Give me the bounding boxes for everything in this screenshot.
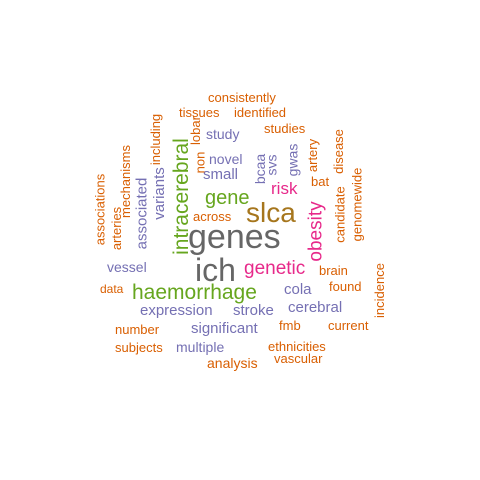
- word-cola: cola: [284, 281, 312, 298]
- word-non: non: [192, 151, 208, 174]
- word-vessel: vessel: [107, 259, 147, 275]
- word-incidence: incidence: [371, 263, 387, 318]
- word-novel: novel: [209, 151, 243, 167]
- word-genomewide: genomewide: [349, 167, 365, 242]
- word-disease: disease: [330, 129, 346, 174]
- word-subjects: subjects: [115, 340, 163, 355]
- word-brain: brain: [319, 263, 348, 278]
- word-fmb: fmb: [279, 318, 301, 333]
- word-vascular: vascular: [274, 351, 323, 366]
- word-current: current: [328, 318, 369, 333]
- word-study: study: [206, 126, 240, 142]
- word-risk: risk: [271, 179, 298, 198]
- word-identified: identified: [234, 105, 287, 120]
- word-data: data: [100, 282, 124, 296]
- word-number: number: [115, 322, 160, 337]
- word-tissues: tissues: [179, 105, 220, 120]
- word-obesity: obesity: [305, 201, 327, 262]
- word-studies: studies: [264, 121, 306, 136]
- word-consistently: consistently: [208, 90, 276, 105]
- word-haemorrhage: haemorrhage: [132, 281, 257, 304]
- word-cerebral: cerebral: [288, 299, 343, 316]
- word-ethnicities: ethnicities: [268, 339, 326, 354]
- word-genes: genes: [188, 218, 281, 256]
- word-intracerebral: intracerebral: [169, 138, 193, 255]
- word-gwas: gwas: [284, 143, 301, 177]
- word-small: small: [203, 166, 239, 183]
- word-across: across: [193, 209, 232, 224]
- word-associated: associated: [133, 177, 151, 250]
- word-expression: expression: [140, 302, 213, 319]
- word-analysis: analysis: [207, 355, 258, 371]
- word-slca: slca: [246, 197, 296, 228]
- word-including: including: [148, 113, 164, 166]
- word-significant: significant: [191, 320, 258, 337]
- word-variants: variants: [150, 167, 168, 220]
- word-gene: gene: [205, 187, 250, 209]
- word-multiple: multiple: [176, 339, 225, 355]
- word-svs: svs: [263, 154, 280, 176]
- word-found: found: [329, 279, 362, 294]
- word-stroke: stroke: [233, 302, 274, 319]
- word-ich: ich: [195, 252, 236, 288]
- word-genetic: genetic: [244, 258, 306, 279]
- word-arteries: arteries: [109, 206, 125, 251]
- word-candidate: candidate: [332, 186, 348, 243]
- word-bat: bat: [311, 174, 330, 189]
- word-artery: artery: [305, 138, 321, 173]
- word-lobar: lobar: [187, 116, 203, 145]
- word-associations: associations: [92, 173, 108, 246]
